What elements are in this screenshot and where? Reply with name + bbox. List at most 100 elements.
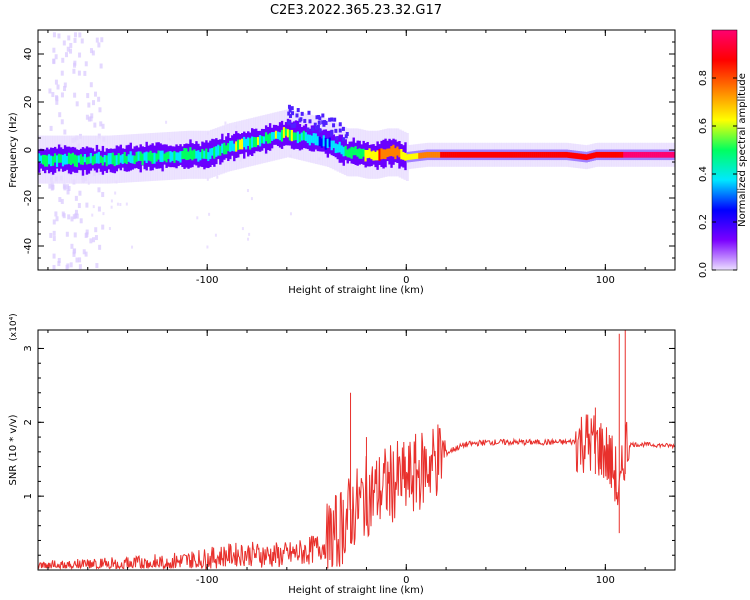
- heatmap-cell: [50, 185, 54, 191]
- heatmap-cell: [95, 37, 99, 43]
- heatmap-cell: [214, 233, 217, 237]
- heatmap-cell: [432, 151, 435, 158]
- heatmap-cell: [48, 88, 52, 94]
- y-tick-label: 3: [23, 345, 34, 351]
- heatmap-cell: [52, 264, 56, 270]
- heatmap-cell: [527, 151, 530, 158]
- heatmap-cell: [61, 57, 65, 63]
- heatmap-cell: [43, 154, 47, 167]
- heatmap-cell: [308, 119, 312, 124]
- heatmap-cell: [567, 152, 570, 158]
- heatmap-cell: [583, 154, 586, 160]
- heatmap-cell: [98, 244, 102, 250]
- heatmap-cell: [597, 151, 600, 158]
- heatmap-cell: [404, 152, 407, 161]
- heatmap-cell: [67, 152, 71, 164]
- heatmap-cell: [311, 127, 315, 132]
- heatmap-cell: [87, 102, 91, 108]
- colorbar-label: Normalized spectral amplitude: [737, 73, 748, 227]
- heatmap-cell: [52, 236, 56, 242]
- heatmap-cell: [55, 155, 59, 167]
- heatmap-cell: [247, 237, 250, 241]
- heatmap-cell: [57, 153, 61, 163]
- x-tick-label: 100: [596, 575, 615, 586]
- heatmap-cell: [318, 128, 322, 133]
- snr-xlabel: Height of straight line (km): [288, 585, 424, 596]
- heatmap-cell: [436, 151, 439, 158]
- colorbar: 0.0 0.2 0.4 0.6 0.8 Normalized spectral ampl…: [698, 29, 748, 278]
- heatmap-cell: [221, 143, 224, 154]
- heatmap-cell: [288, 114, 292, 119]
- heatmap-cell: [187, 151, 190, 160]
- heatmap-cell: [48, 183, 52, 189]
- heatmap-cell: [131, 245, 134, 249]
- heatmap-cell: [254, 137, 258, 148]
- heatmap-cell: [605, 151, 608, 158]
- heatmap-cell: [276, 131, 280, 140]
- x-tick-label: 0: [403, 275, 409, 286]
- heatmap-cell: [189, 147, 192, 159]
- heatmap-cell: [89, 82, 93, 88]
- heatmap-cell: [102, 212, 105, 216]
- heatmap-cell: [92, 205, 95, 209]
- heatmap-cell: [525, 151, 528, 158]
- heatmap-cell: [173, 150, 176, 163]
- heatmap-cell: [86, 93, 90, 99]
- heatmap-cell: [450, 151, 453, 158]
- heatmap-cell: [67, 214, 71, 220]
- heatmap-cell: [346, 149, 349, 158]
- heatmap-cell: [304, 132, 307, 142]
- heatmap-cell: [294, 132, 297, 141]
- heatmap-cell: [501, 151, 505, 158]
- heatmap-cell: [621, 151, 624, 158]
- heatmap-cell: [55, 96, 59, 102]
- heatmap-cell: [61, 211, 65, 217]
- heatmap-cell: [101, 157, 104, 166]
- heatmap-cell: [619, 151, 622, 158]
- spectrogram-heatmap: [38, 32, 675, 270]
- heatmap-cell: [386, 148, 389, 158]
- heatmap-cell: [90, 113, 94, 119]
- heatmap-cell: [131, 155, 134, 164]
- heatmap-cell: [307, 110, 311, 115]
- heatmap-cell: [47, 154, 51, 165]
- heatmap-cell: [169, 151, 172, 163]
- heatmap-cell: [317, 120, 321, 125]
- heatmap-cell: [511, 151, 514, 158]
- y-tick-label: 40: [23, 48, 34, 61]
- heatmap-cell: [72, 251, 76, 257]
- heatmap-cell: [64, 52, 68, 58]
- heatmap-cell: [332, 140, 335, 149]
- heatmap-cell: [87, 116, 91, 122]
- heatmap-cell: [206, 245, 209, 249]
- heatmap-cell: [97, 42, 101, 48]
- heatmap-cell: [123, 151, 126, 164]
- heatmap-cell: [543, 151, 546, 158]
- heatmap-cell: [547, 151, 550, 158]
- heatmap-cell: [390, 146, 393, 157]
- heatmap-cell: [639, 151, 642, 158]
- heatmap-cell: [171, 152, 174, 161]
- heatmap-cell: [448, 151, 451, 158]
- heatmap-cell: [575, 153, 578, 159]
- heatmap-cell: [323, 120, 327, 125]
- snr-ylabel: SNR (10 * v/v): [8, 414, 19, 485]
- heatmap-cell: [75, 257, 79, 263]
- heatmap-cell: [531, 151, 534, 158]
- heatmap-cell: [537, 151, 540, 158]
- heatmap-cell: [227, 143, 230, 152]
- heatmap-cell: [216, 175, 219, 179]
- y-tick-label: 0: [23, 147, 34, 153]
- heatmap-cell: [467, 151, 471, 158]
- heatmap-cell: [352, 147, 355, 156]
- heatmap-cell: [649, 151, 652, 158]
- heatmap-cell: [80, 38, 84, 44]
- heatmap-cell: [74, 209, 78, 215]
- heatmap-cell: [110, 205, 113, 209]
- heatmap-cell: [101, 224, 105, 230]
- heatmap-cell: [78, 52, 82, 58]
- heatmap-cell: [55, 216, 59, 222]
- heatmap-cell: [94, 227, 98, 233]
- heatmap-cell: [591, 152, 594, 159]
